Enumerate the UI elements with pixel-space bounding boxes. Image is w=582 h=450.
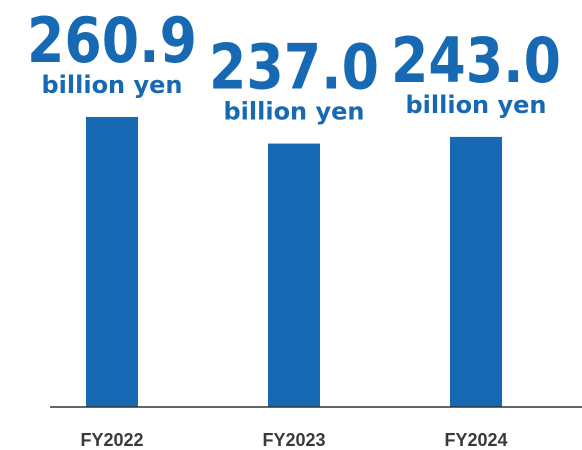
bar-fy2024 bbox=[450, 136, 502, 407]
unit-label-fy2024: billion yen bbox=[405, 91, 546, 119]
value-label-fy2024: 243.0 bbox=[391, 24, 561, 97]
unit-label-fy2023: billion yen bbox=[223, 98, 364, 126]
x-tick-label-fy2024: FY2024 bbox=[444, 430, 507, 450]
unit-label-fy2022: billion yen bbox=[41, 71, 182, 99]
value-label-fy2023: 237.0 bbox=[209, 31, 379, 104]
value-label-fy2022: 260.9 bbox=[27, 4, 197, 77]
bar-fy2023 bbox=[268, 143, 320, 407]
x-tick-label-fy2022: FY2022 bbox=[80, 430, 143, 450]
x-tick-label-fy2023: FY2023 bbox=[262, 430, 325, 450]
bars-layer bbox=[86, 117, 502, 407]
bar-fy2022 bbox=[86, 117, 138, 407]
